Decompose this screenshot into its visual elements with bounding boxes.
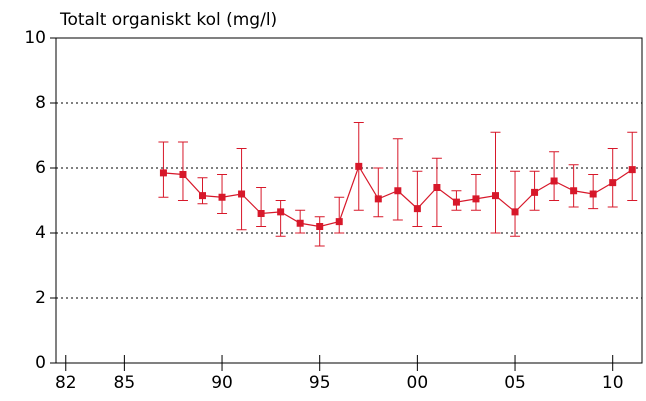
data-point — [296, 219, 304, 227]
y-tick-label: 10 — [24, 28, 46, 48]
data-point — [374, 195, 382, 203]
data-point — [531, 188, 539, 196]
data-point — [492, 192, 499, 200]
data-point — [316, 223, 324, 230]
error-bar — [607, 148, 618, 208]
error-bar — [197, 177, 208, 205]
data-point — [199, 192, 206, 200]
error-bar — [490, 131, 501, 234]
error-bar — [256, 187, 267, 227]
data-point — [550, 177, 558, 185]
error-bar — [275, 200, 286, 237]
data-point — [511, 208, 519, 216]
x-tick-label: 90 — [211, 373, 233, 393]
x-tick-label: 82 — [55, 373, 77, 393]
data-point — [218, 193, 226, 201]
data-point — [355, 162, 363, 170]
x-tick-label: 95 — [309, 373, 331, 393]
error-bar — [412, 170, 423, 227]
error-bar — [549, 151, 560, 201]
y-tick-label: 6 — [35, 158, 46, 178]
y-tick-label: 2 — [35, 288, 46, 308]
data-point — [413, 205, 421, 213]
error-bar — [334, 196, 345, 234]
data-point — [570, 187, 578, 195]
data-point — [394, 187, 402, 195]
error-bar — [314, 216, 325, 247]
data-point — [277, 208, 285, 216]
plot-frame — [55, 37, 643, 364]
y-tick-label: 0 — [35, 353, 46, 373]
data-point — [472, 195, 480, 203]
data-point — [609, 179, 617, 187]
error-bar — [470, 174, 481, 211]
x-tick-label: 10 — [602, 373, 624, 393]
data-point — [628, 166, 636, 174]
x-tick-label: 85 — [114, 373, 136, 393]
data-point — [433, 184, 441, 191]
error-bar — [510, 170, 521, 237]
error-bar — [236, 148, 247, 231]
y-tick-label: 4 — [35, 223, 46, 243]
data-point — [589, 190, 597, 198]
data-point — [257, 210, 265, 217]
y-tick-label: 8 — [35, 93, 46, 113]
error-bar — [373, 167, 384, 218]
data-point — [452, 198, 460, 206]
chart-title: Totalt organiskt kol (mg/l) — [59, 10, 277, 30]
error-bar — [568, 164, 579, 208]
data-point — [179, 171, 187, 178]
x-tick-label: 00 — [407, 373, 429, 393]
data-point — [335, 218, 343, 226]
error-bar — [392, 138, 403, 221]
data-point — [238, 190, 246, 198]
data-point — [159, 169, 167, 177]
x-tick-label: 05 — [504, 373, 526, 393]
error-bar — [431, 157, 442, 227]
